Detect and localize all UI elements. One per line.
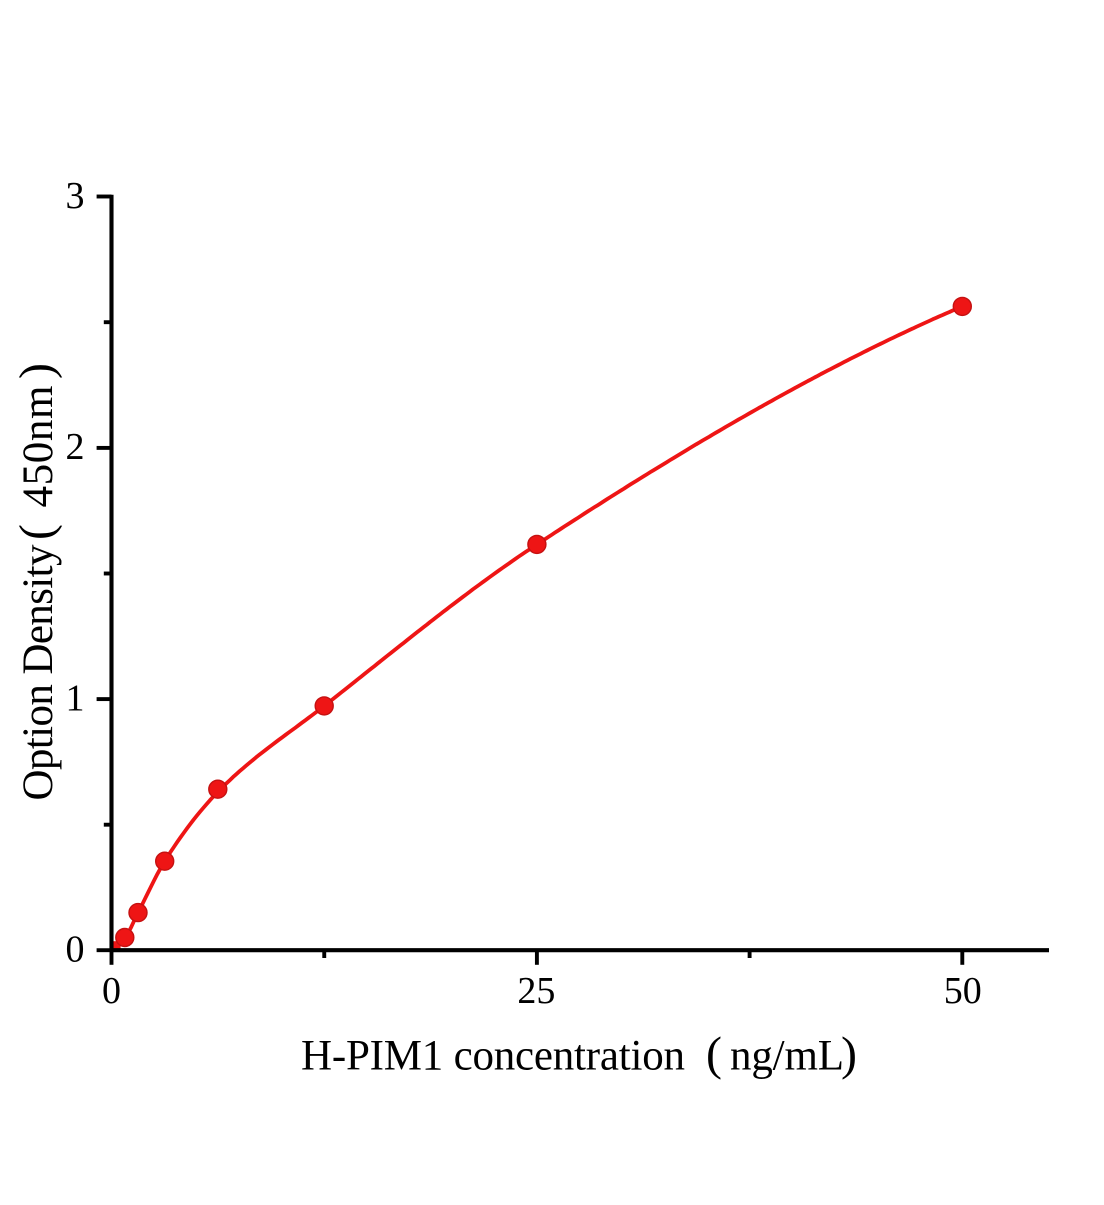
svg-text:(: (	[10, 524, 63, 540]
svg-text:H-PIM1 concentration: H-PIM1 concentration	[301, 1033, 685, 1080]
svg-text:25: 25	[517, 970, 555, 1012]
svg-text:2: 2	[66, 426, 85, 468]
svg-text:3: 3	[66, 175, 85, 217]
svg-text:0: 0	[102, 970, 121, 1012]
svg-text:ng/mL: ng/mL	[730, 1033, 844, 1080]
svg-text:0: 0	[66, 929, 85, 971]
svg-text:50: 50	[944, 970, 982, 1012]
svg-text:(: (	[706, 1027, 722, 1080]
svg-text:Option Density: Option Density	[15, 544, 62, 801]
svg-text:): )	[841, 1027, 857, 1080]
svg-text:450nm: 450nm	[15, 386, 62, 508]
svg-text:1: 1	[66, 677, 85, 719]
svg-text:): )	[10, 363, 63, 379]
